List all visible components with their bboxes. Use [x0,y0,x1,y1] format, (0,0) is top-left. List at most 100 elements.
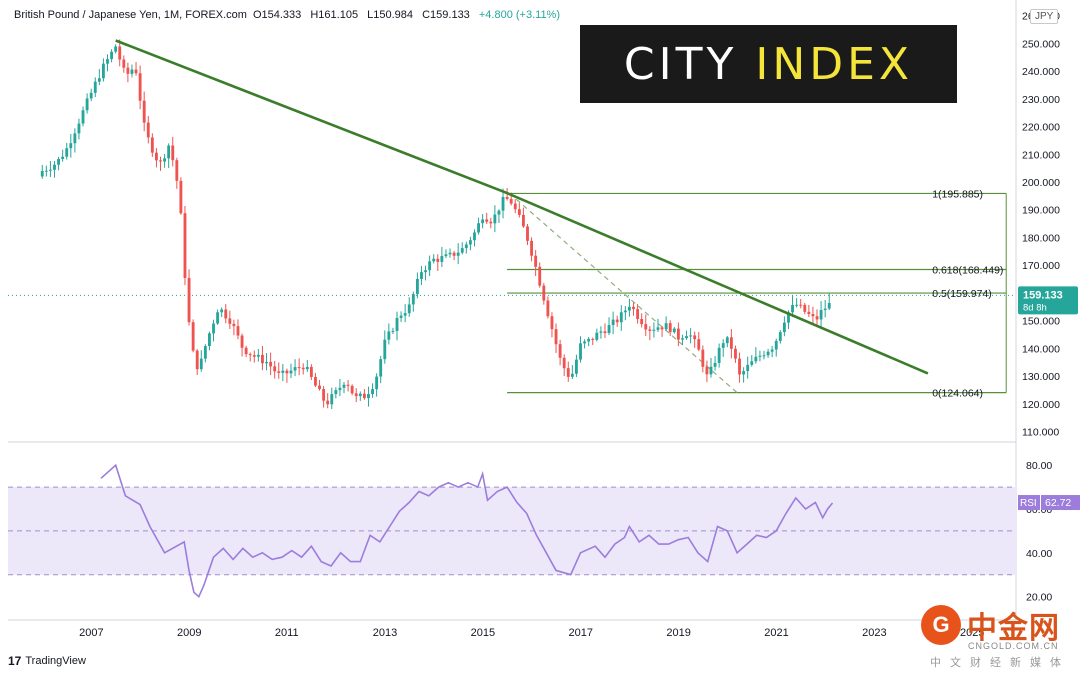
y-tick-label: 120.000 [1022,399,1060,411]
candle-body [216,312,220,324]
candle-body [628,306,631,311]
candle-body [314,376,317,386]
candle-body [517,209,521,215]
y-tick-label: 140.000 [1022,343,1060,355]
candle-body [599,331,603,333]
last-price-label-bg [1018,286,1078,315]
candle-body [57,158,60,165]
x-tick-label: 2007 [79,627,103,639]
candle-body [448,252,452,255]
candle-body [664,323,668,330]
candle-body [53,164,56,170]
candle-body [179,180,183,214]
candle-body [407,304,411,314]
candle-body [248,354,252,356]
candle-body [375,376,379,390]
currency-badge[interactable]: JPY [1030,9,1059,24]
candle-body [758,355,762,357]
y-tick-label: 210.000 [1022,149,1060,161]
candle-body [799,304,803,306]
symbol-title: British Pound / Japanese Yen, 1M, FOREX.… [14,9,247,21]
candle-body [342,384,346,388]
ohlc-open: O154.333 [252,9,302,21]
candle-body [338,387,342,391]
candle-body [212,323,215,334]
candle-body [61,156,65,159]
candle-body [281,370,285,373]
fib-label: 1(195.885) [932,188,983,200]
rsi-label: RSI [1020,498,1037,509]
candle-body [77,123,81,134]
candle-body [48,169,52,171]
y-tick-label: 190.000 [1022,205,1060,217]
cngold-url: CNGOLD.COM.CN [968,641,1059,651]
candle-body [130,69,134,74]
rsi-y-tick-label: 40.00 [1026,548,1052,560]
candle-body [265,361,268,364]
y-tick-label: 170.000 [1022,260,1060,272]
candle-body [587,338,591,342]
candle-body [228,318,232,324]
candle-body [175,160,179,181]
candle-body [252,355,256,357]
candle-body [619,312,623,323]
candle-body [383,339,387,360]
candle-body [489,221,493,224]
tradingview-brand[interactable]: 17 TradingView [8,654,86,668]
x-tick-label: 2019 [666,627,690,639]
ohlc-low: L150.984 [367,9,414,21]
candle-body [526,226,529,241]
candle-body [546,300,550,317]
candle-body [293,367,297,371]
candle-body [65,148,69,157]
candle-body [232,323,236,327]
candle-body [538,266,542,286]
candle-body [729,337,733,349]
candle-body [477,223,480,233]
candle-body [277,371,281,373]
candle-body [766,351,770,356]
x-tick-label: 2013 [373,627,397,639]
fib-label: 0.5(159.974) [932,288,992,300]
candle-body [591,338,595,340]
candle-body [603,331,607,334]
candlestick-series [40,39,831,409]
candle-body [636,309,640,320]
candle-body [163,158,167,162]
candle-body [387,331,391,340]
candle-body [440,256,444,262]
cngold-watermark: G 中金网 [921,603,1060,647]
candle-body [436,258,440,262]
candle-body [273,366,277,372]
candle-body [371,389,374,395]
candle-body [44,170,48,172]
candle-body [420,272,423,279]
candle-body [697,339,701,350]
candle-body [322,389,326,401]
candle-body [138,73,142,101]
candle-body [150,137,154,153]
candle-body [501,196,505,211]
x-tick-label: 2023 [862,627,886,639]
candle-body [452,252,456,256]
candle-body [159,160,162,162]
candle-body [481,219,485,224]
candle-body [395,317,399,331]
rsi-y-tick-label: 20.00 [1026,592,1052,604]
candle-body [261,354,264,364]
y-tick-label: 150.000 [1022,316,1060,328]
cngold-name: 中金网 [967,612,1060,645]
candle-body [575,359,578,374]
rsi-line [100,463,834,599]
candle-body [171,145,175,161]
candle-body [118,46,122,60]
candle-body [615,319,619,323]
candle-body [713,362,717,367]
candle-body [513,203,517,210]
cngold-subtitle: 中文财经新媒体 [930,657,1070,669]
y-tick-label: 220.000 [1022,122,1060,134]
candle-body [534,255,538,267]
y-tick-label: 130.000 [1022,371,1060,383]
x-tick-label: 2011 [275,627,299,639]
